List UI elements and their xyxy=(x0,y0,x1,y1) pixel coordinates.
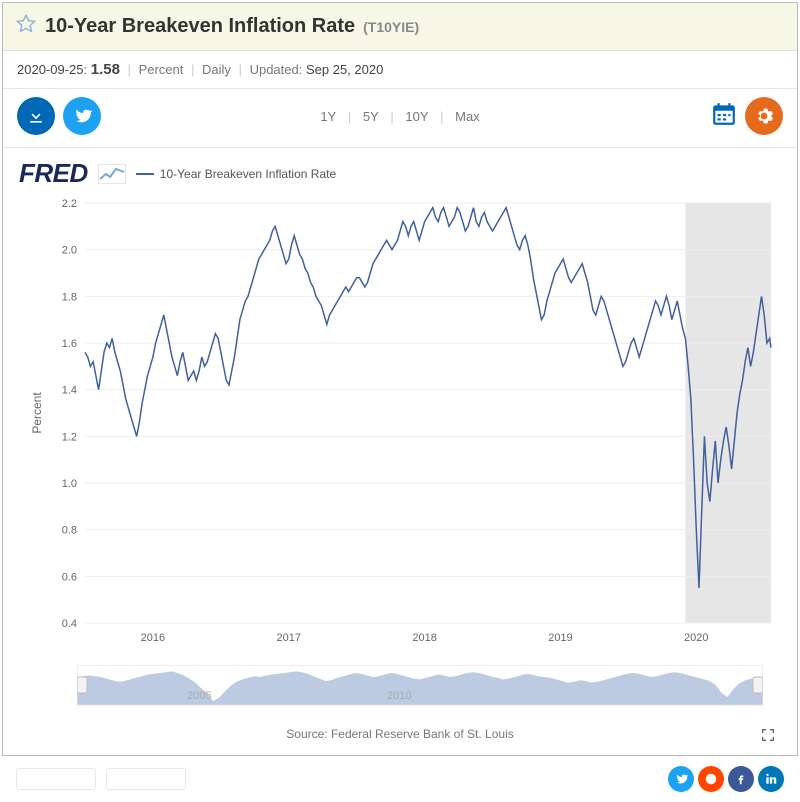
range-max[interactable]: Max xyxy=(451,109,484,124)
svg-text:1.2: 1.2 xyxy=(62,431,77,443)
svg-text:1.6: 1.6 xyxy=(62,338,77,350)
footer-box xyxy=(16,768,96,790)
twitter-icon[interactable] xyxy=(668,766,694,792)
svg-text:0.6: 0.6 xyxy=(62,571,77,583)
ticker-code: (T10YIE) xyxy=(363,19,419,35)
fullscreen-icon[interactable] xyxy=(760,727,776,748)
range-selector: 1Y | 5Y | 10Y | Max xyxy=(316,109,483,124)
chart-navigator[interactable]: 2005 2010 xyxy=(77,665,763,713)
chart-container: FRED 10-Year Breakeven Inflation Rate 0.… xyxy=(3,148,797,755)
fred-logo: FRED xyxy=(19,158,88,189)
meta-unit: Percent xyxy=(139,62,184,77)
range-10y[interactable]: 10Y xyxy=(401,109,432,124)
svg-text:2010: 2010 xyxy=(387,690,411,702)
range-1y[interactable]: 1Y xyxy=(316,109,340,124)
svg-text:1.0: 1.0 xyxy=(62,478,77,490)
meta-bar: 2020-09-25: 1.58 | Percent | Daily | Upd… xyxy=(3,51,797,89)
svg-text:2.2: 2.2 xyxy=(62,198,77,210)
twitter-share-button[interactable] xyxy=(63,97,101,135)
svg-text:2005: 2005 xyxy=(187,690,211,702)
star-icon[interactable] xyxy=(15,13,37,40)
social-icons xyxy=(668,766,784,792)
svg-text:Percent: Percent xyxy=(30,392,44,434)
meta-freq: Daily xyxy=(202,62,231,77)
settings-button[interactable] xyxy=(745,97,783,135)
svg-text:2017: 2017 xyxy=(277,632,301,644)
toolbar: 1Y | 5Y | 10Y | Max xyxy=(3,89,797,148)
svg-text:2020: 2020 xyxy=(684,632,708,644)
svg-text:0.8: 0.8 xyxy=(62,525,77,537)
range-5y[interactable]: 5Y xyxy=(359,109,383,124)
reddit-icon[interactable] xyxy=(698,766,724,792)
chart-legend: 10-Year Breakeven Inflation Rate xyxy=(136,167,336,181)
legend-swatch xyxy=(136,173,154,175)
legend-label: 10-Year Breakeven Inflation Rate xyxy=(160,167,336,181)
svg-text:0.4: 0.4 xyxy=(62,618,77,630)
linkedin-icon[interactable] xyxy=(758,766,784,792)
meta-updated-label: Updated: xyxy=(250,62,303,77)
svg-text:2019: 2019 xyxy=(548,632,572,644)
download-button[interactable] xyxy=(17,97,55,135)
line-chart[interactable]: 0.4 0.6 0.8 1.0 1.2 1.4 1.6 1.8 2.0 2.2 2016 2017 20… xyxy=(13,195,783,657)
svg-text:2018: 2018 xyxy=(412,632,436,644)
svg-text:2016: 2016 xyxy=(141,632,165,644)
chart-source: Source: Federal Reserve Bank of St. Loui… xyxy=(13,717,787,745)
title-bar: 10-Year Breakeven Inflation Rate (T10YIE… xyxy=(3,3,797,51)
facebook-icon[interactable] xyxy=(728,766,754,792)
bottom-bar xyxy=(2,762,798,796)
meta-value: 1.58 xyxy=(91,61,120,78)
svg-text:1.4: 1.4 xyxy=(62,385,77,397)
page-title: 10-Year Breakeven Inflation Rate xyxy=(45,15,355,38)
svg-text:1.8: 1.8 xyxy=(62,291,77,303)
footer-box xyxy=(106,768,186,790)
svg-text:2.0: 2.0 xyxy=(62,245,77,257)
meta-updated: Sep 25, 2020 xyxy=(306,62,383,77)
meta-date: 2020-09-25 xyxy=(17,62,84,77)
calendar-icon[interactable] xyxy=(711,101,737,132)
fred-sparkline-icon xyxy=(98,164,126,184)
